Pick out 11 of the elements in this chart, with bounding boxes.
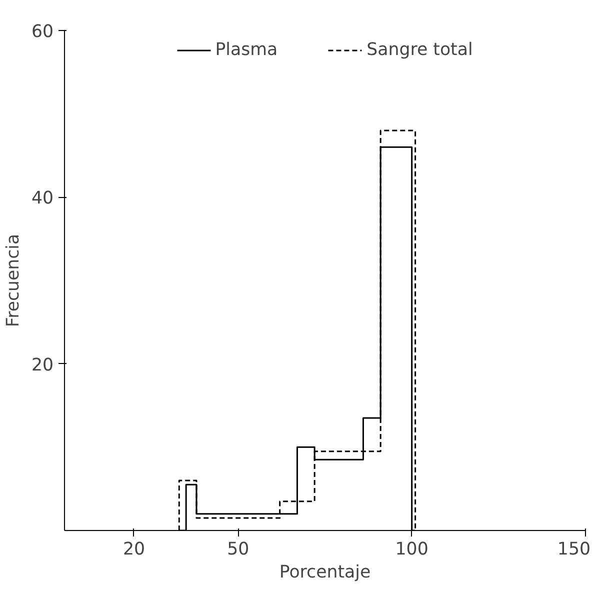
x-tick-label: 150 [557, 540, 591, 560]
x-tick-label: 20 [122, 540, 146, 560]
y-tick-label: 60 [31, 22, 54, 42]
x-tick-label: 50 [227, 540, 250, 560]
legend-label: Sangre total [366, 40, 473, 60]
y-tick-label: 40 [31, 188, 54, 209]
legend-label: Plasma [215, 40, 278, 60]
y-tick-label: 20 [31, 355, 54, 376]
x-axis-title: Porcentaje [279, 562, 371, 582]
x-tick-label: 100 [395, 540, 428, 560]
y-axis-title: Frecuencia [3, 234, 24, 328]
